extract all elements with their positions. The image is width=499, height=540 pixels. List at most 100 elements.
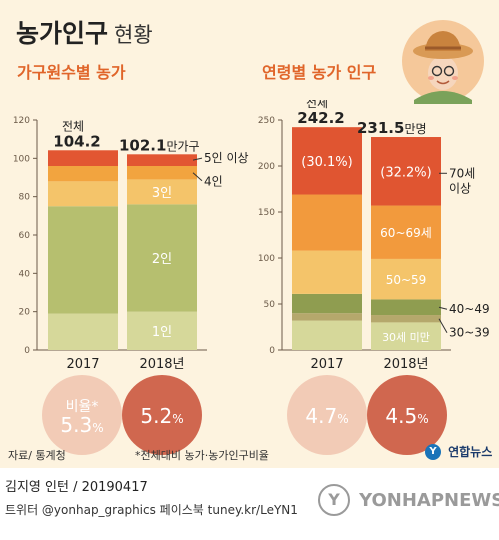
series-label-2: 30~39 — [449, 326, 490, 340]
total-prefix: 전체 — [306, 100, 328, 110]
total-unit: 만명 — [404, 122, 426, 136]
farmer-face — [428, 56, 458, 90]
total-unit: 만가구 — [166, 139, 199, 153]
series-label-5: 60~69세 — [380, 226, 432, 240]
ratio-circle — [122, 375, 202, 455]
ratio-value: 4.5% — [385, 404, 428, 428]
bar-segment — [127, 154, 197, 166]
bar-segment — [127, 166, 197, 180]
bar-segment — [371, 322, 441, 350]
series-label-1: 1인 — [152, 325, 172, 340]
series-label-4: 4인 — [204, 175, 223, 189]
y-tick-label: 150 — [258, 208, 275, 218]
farmer-smile — [436, 80, 450, 85]
farmer-glasses-left — [431, 65, 443, 77]
ratio-unit: % — [92, 421, 103, 435]
farmer-cheek-right — [452, 76, 458, 80]
y-tick-label: 20 — [19, 308, 31, 318]
total-value: 104.2 — [53, 132, 100, 150]
household-size-chart: 0204060801001202017전체104.22018년102.1만가구1… — [13, 116, 249, 370]
farmer-cheek-left — [428, 76, 434, 80]
percent-label: (32.2%) — [380, 165, 431, 180]
bar-segment — [127, 179, 197, 205]
series-label-4: 50~59 — [386, 273, 427, 287]
x-category-label: 2018년 — [139, 357, 184, 370]
bar-segment — [371, 315, 441, 323]
total-value: 231.5만명 — [357, 119, 427, 137]
y-tick-label: 80 — [19, 193, 31, 203]
ratio-number: 4.7 — [305, 404, 337, 428]
y-tick-label: 100 — [13, 154, 30, 164]
series-label-2: 2인 — [152, 252, 172, 267]
bar-segment — [292, 194, 362, 251]
right-chart-title: 연령별 농가 인구 — [262, 63, 377, 82]
total-value-number: 102.1 — [119, 136, 166, 154]
yonhap-logo: Y 연합뉴스 — [425, 441, 492, 461]
bar-segment — [371, 137, 441, 206]
title-light: 현황 — [114, 23, 153, 47]
series-label-1: 30세 미만 — [382, 331, 430, 344]
bar-segment — [48, 313, 118, 350]
ratio-number: 4.5 — [385, 404, 417, 428]
total-value: 242.2 — [297, 109, 344, 127]
y-tick-label: 60 — [19, 231, 31, 241]
yonhap-logo-text: 연합뉴스 — [448, 445, 493, 459]
bar-segment — [48, 150, 118, 166]
ratio-number: 5.2 — [140, 404, 172, 428]
bar-segment — [48, 181, 118, 207]
series-leader-4 — [192, 172, 203, 182]
bar-segment — [371, 299, 441, 316]
ratio-circles: 비율*5.3% 5.2% 4.7% 4.5% — [42, 375, 447, 455]
bar-segment — [371, 258, 441, 300]
x-category-label: 2017 — [66, 357, 99, 370]
y-tick-label: 200 — [258, 162, 275, 172]
x-category-label: 2017 — [310, 357, 343, 370]
series-label-3: 3인 — [152, 186, 172, 201]
percent-label: (30.1%) — [301, 155, 352, 170]
bar-segment — [127, 311, 197, 350]
sns-line: 트위터 @yonhap_graphics 페이스북 tuney.kr/LeYN1 — [5, 503, 298, 517]
farmer-glasses-right — [443, 65, 455, 77]
footnote: *전체대비 농가·농가인구비율 — [135, 449, 269, 462]
farmer-hat-crown — [425, 31, 461, 51]
bar-segment — [48, 206, 118, 314]
credit-text: 김지영 인턴 / 20190417 — [5, 480, 148, 495]
series-leader-3 — [438, 306, 448, 310]
series-label-3: 40~49 — [449, 302, 490, 316]
ratio-number: 5.3 — [60, 413, 92, 437]
bar-segment — [292, 320, 362, 350]
infographic-panel: 농가인구 현황 가구원수별 농가 연령별 농가 인구 0 20 40 60 80 100 12… — [0, 0, 499, 468]
yonhap-watermark: Y YONHAPNEWS — [318, 484, 499, 516]
x-category-label: 2018년 — [383, 357, 428, 370]
series-leader-2 — [438, 318, 448, 333]
watermark-icon: Y — [318, 484, 350, 516]
ratio-label: 비율* — [66, 399, 99, 415]
ratio-circle — [287, 375, 367, 455]
yonhap-logo-icon: Y — [425, 443, 441, 460]
bar-segment — [371, 205, 441, 259]
title-bold: 농가인구 — [16, 19, 109, 48]
farmer-illustration — [402, 20, 484, 104]
bar-segment — [292, 313, 362, 321]
watermark-text: YONHAPNEWS — [359, 489, 499, 511]
total-value-number: 231.5 — [357, 119, 404, 137]
credit-line: 김지영 인턴 / 20190417 — [5, 476, 148, 495]
total-value: 102.1만가구 — [119, 136, 200, 154]
ratio-unit: % — [417, 412, 428, 426]
bar-segment — [48, 166, 118, 182]
y-tick-label: 250 — [258, 116, 275, 126]
series-label-5: 5인 이상 — [204, 151, 249, 165]
ratio-value: 5.2% — [140, 404, 183, 428]
ratio-value: 5.3% — [60, 413, 103, 437]
y-tick-label: 0 — [24, 346, 30, 356]
series-label-6a: 70세 — [449, 166, 475, 180]
y-tick-label: 50 — [264, 300, 276, 310]
y-tick-label: 120 — [13, 116, 30, 126]
ratio-circle — [42, 375, 122, 455]
farmer-shirt — [414, 91, 472, 104]
y-tick-label: 0 — [269, 346, 275, 356]
y-tick-label: 100 — [258, 254, 275, 264]
ratio-circle — [367, 375, 447, 455]
y-tick-label: 40 — [19, 269, 31, 279]
